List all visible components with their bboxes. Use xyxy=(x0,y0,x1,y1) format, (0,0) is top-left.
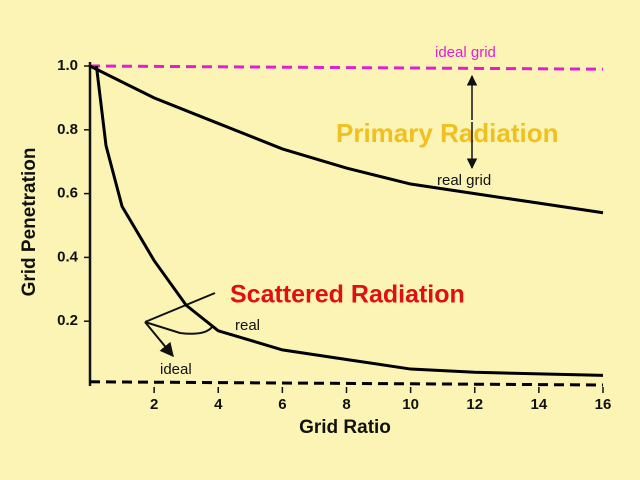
y-tick-label: 0.8 xyxy=(57,121,78,138)
x-tick-label: 14 xyxy=(531,396,548,413)
x-tick-label: 6 xyxy=(278,396,286,413)
x-tick-label: 4 xyxy=(214,396,223,413)
series-label: real xyxy=(235,317,260,334)
pointer xyxy=(144,292,216,323)
x-tick-label: 8 xyxy=(342,396,350,413)
series-label: ideal grid xyxy=(435,44,496,61)
series-line xyxy=(89,64,604,215)
y-tick-label: 0.6 xyxy=(57,185,78,202)
y-tick-label: 0.2 xyxy=(57,312,78,329)
y-axis-label: Grid Penetration xyxy=(19,148,40,297)
pointer xyxy=(144,321,213,335)
x-tick-label: 10 xyxy=(402,396,419,413)
series-label: ideal xyxy=(160,361,192,378)
x-tick-label: 12 xyxy=(466,396,483,413)
y-tick-label: 0.4 xyxy=(57,248,79,265)
series-label: real grid xyxy=(437,172,491,189)
annotation: Scattered Radiation xyxy=(230,281,465,309)
series-line xyxy=(89,64,604,71)
series-line xyxy=(94,65,604,377)
x-tick-label: 16 xyxy=(595,396,612,413)
annotation: Primary Radiation xyxy=(336,118,559,148)
pointer xyxy=(144,321,174,358)
x-axis-label: Grid Ratio xyxy=(299,417,391,438)
y-tick-label: 1.0 xyxy=(57,57,78,74)
x-tick-label: 2 xyxy=(150,396,158,413)
series-line xyxy=(89,380,604,387)
